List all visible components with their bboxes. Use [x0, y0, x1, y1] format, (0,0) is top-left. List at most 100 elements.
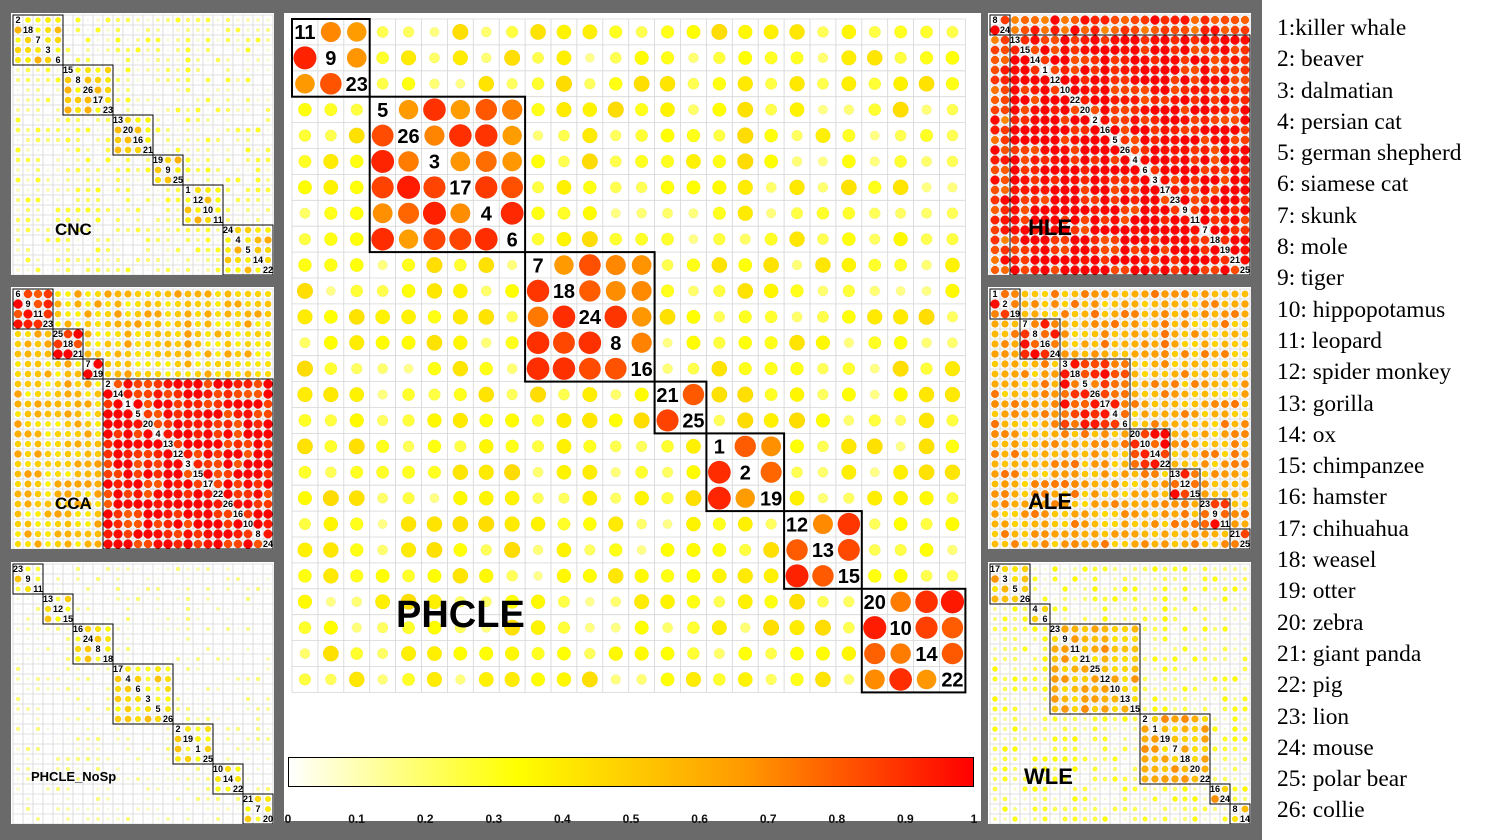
heat-cell [1140, 235, 1150, 245]
heat-cell [87, 788, 89, 790]
heat-cell [1202, 666, 1208, 672]
heat-cell [1160, 155, 1170, 165]
heat-cell [1020, 155, 1030, 165]
heat-cell [1213, 697, 1217, 701]
diagonal-label: 22 [1070, 95, 1080, 105]
heat-cell [1102, 736, 1108, 742]
heat-cell [659, 75, 676, 92]
heat-cell [214, 330, 222, 338]
diagonal-label: 17 [990, 564, 1000, 574]
heat-cell [1090, 369, 1100, 379]
heat-cell [1073, 607, 1077, 611]
heat-cell [14, 440, 22, 448]
heat-cell [992, 736, 998, 742]
heat-cell [1010, 85, 1020, 95]
cluster-box [783, 510, 863, 590]
heat-cell [1201, 420, 1209, 428]
heat-cell [1032, 816, 1038, 822]
heat-cell [57, 778, 59, 780]
heat-cell [185, 227, 191, 233]
heat-cell [633, 75, 650, 92]
heat-cell [1240, 175, 1250, 185]
heat-cell [991, 440, 999, 448]
heat-cell [207, 608, 209, 610]
heat-cell [1092, 586, 1098, 592]
heat-cell [1121, 470, 1129, 478]
heat-cell [1230, 45, 1240, 55]
heat-cell [107, 718, 109, 720]
heat-cell [1060, 175, 1070, 185]
heat-cell [55, 616, 61, 622]
heat-cell [126, 218, 130, 222]
heat-cell [205, 257, 211, 263]
heat-cell [686, 516, 701, 532]
heat-cell [1091, 540, 1099, 548]
heat-cell [422, 98, 446, 122]
heat-cell [216, 238, 220, 242]
heat-cell [265, 117, 271, 123]
heat-cell [236, 218, 240, 222]
heat-cell [1190, 235, 1200, 245]
heat-cell [1071, 705, 1079, 713]
heat-cell [1182, 626, 1188, 632]
heat-cell [244, 266, 252, 274]
heat-cell [1212, 716, 1217, 721]
heat-cell [1062, 756, 1068, 762]
heat-cell [85, 167, 91, 173]
heat-cell [1011, 460, 1019, 468]
heat-cell [1162, 626, 1168, 632]
heat-cell [24, 370, 32, 378]
cluster-box [12, 563, 44, 595]
heat-cell [1090, 75, 1100, 85]
heat-cell [1000, 145, 1010, 155]
heat-cell [1011, 350, 1019, 358]
heat-cell [35, 107, 41, 113]
heat-cell [1021, 430, 1029, 438]
heat-cell [1232, 796, 1238, 802]
heat-cell [254, 330, 262, 338]
heat-cell [1041, 440, 1049, 448]
heat-cell [237, 698, 239, 700]
heat-cell [193, 479, 203, 489]
heat-cell [225, 177, 231, 183]
heat-cell [1030, 185, 1040, 195]
heat-cell [104, 300, 112, 308]
heat-cell [1132, 716, 1138, 722]
heat-cell [505, 336, 519, 350]
heat-cell [56, 687, 60, 691]
heat-cell [65, 247, 71, 253]
heat-cell [1240, 205, 1250, 215]
heat-cell [153, 489, 163, 499]
heat-cell [817, 362, 829, 375]
heat-cell [1131, 500, 1139, 508]
heat-cell [1050, 245, 1060, 255]
diagonal-label: 14 [1150, 449, 1160, 459]
heat-cell [558, 155, 570, 168]
heat-cell [1060, 225, 1070, 235]
heat-cell [1060, 409, 1070, 419]
heat-cell [817, 440, 829, 453]
heat-cell [1210, 135, 1220, 145]
heat-cell [104, 96, 112, 104]
heat-cell [1030, 135, 1040, 145]
heat-cell [177, 648, 179, 650]
heat-cell [428, 52, 440, 64]
heat-cell [324, 129, 337, 142]
heat-cell [1200, 309, 1210, 319]
heat-cell [402, 672, 416, 687]
diagonal-label: 5 [1112, 135, 1117, 145]
heat-cell [1190, 225, 1200, 235]
heat-cell [135, 217, 141, 223]
heat-cell [1083, 727, 1087, 731]
heat-cell [1200, 125, 1210, 135]
heat-cell [1151, 330, 1159, 338]
heat-cell [197, 808, 199, 810]
heat-cell [223, 509, 233, 519]
heat-cell [1110, 479, 1120, 489]
heat-cell [1203, 597, 1207, 601]
heat-cell [1120, 409, 1130, 419]
heat-cell [686, 465, 701, 480]
heat-cell [1091, 625, 1099, 633]
heat-cell [869, 130, 880, 141]
heat-cell [26, 677, 30, 681]
